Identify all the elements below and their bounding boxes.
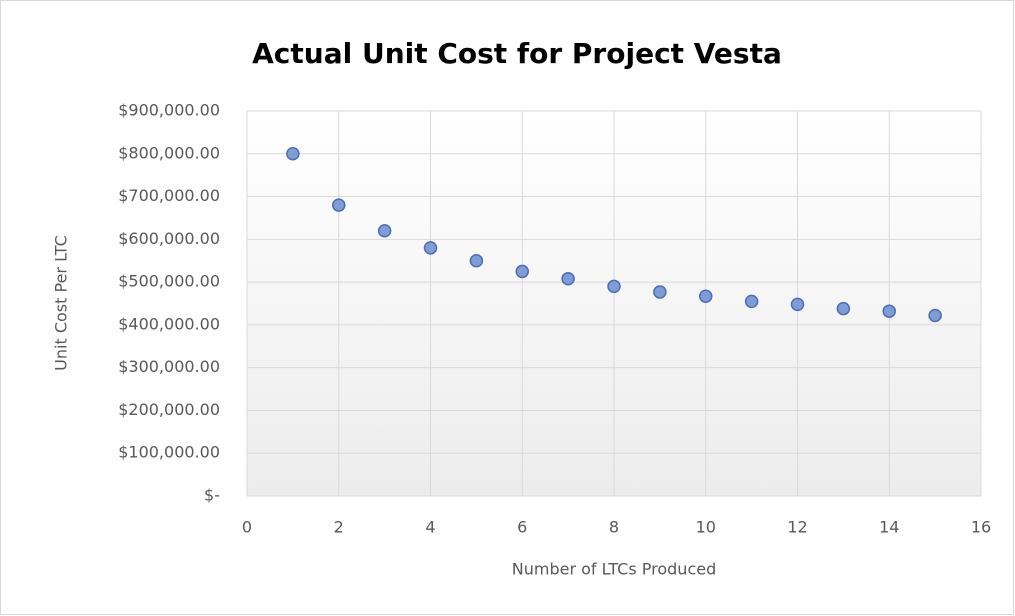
y-tick-label: $600,000.00 <box>118 229 220 248</box>
y-tick-label: $- <box>204 486 220 505</box>
y-tick-label: $100,000.00 <box>118 443 220 462</box>
data-point <box>423 241 438 255</box>
y-axis-title: Unit Cost Per LTC <box>52 235 71 371</box>
data-point <box>699 289 713 303</box>
x-tick-label: 16 <box>971 518 991 537</box>
data-point <box>928 308 942 323</box>
x-tick-label: 4 <box>425 518 435 537</box>
data-point <box>653 285 667 299</box>
data-point <box>790 297 805 312</box>
data-point <box>332 198 346 212</box>
chart-title: Actual Unit Cost for Project Vesta <box>252 37 782 70</box>
data-point <box>515 264 529 279</box>
data-point <box>561 271 575 286</box>
data-point <box>836 301 851 316</box>
x-tick-label: 10 <box>696 518 716 537</box>
x-tick-label: 2 <box>334 518 344 537</box>
data-point <box>744 294 759 309</box>
x-tick-label: 8 <box>609 518 619 537</box>
y-tick-label: $500,000.00 <box>118 272 220 291</box>
data-point <box>469 253 484 268</box>
data-point <box>286 147 300 161</box>
y-tick-label: $800,000.00 <box>118 143 220 162</box>
y-tick-label: $300,000.00 <box>118 357 220 376</box>
y-tick-label: $900,000.00 <box>118 101 220 120</box>
y-tick-label: $400,000.00 <box>118 314 220 333</box>
data-point <box>377 224 392 238</box>
x-tick-label: 14 <box>879 518 899 537</box>
x-tick-label: 0 <box>242 518 252 537</box>
x-tick-label: 6 <box>517 518 527 537</box>
x-tick-label: 12 <box>787 518 807 537</box>
data-point <box>882 304 896 318</box>
x-axis-title: Number of LTCs Produced <box>512 560 716 579</box>
y-tick-label: $200,000.00 <box>118 400 220 419</box>
data-point <box>607 279 621 294</box>
y-tick-label: $700,000.00 <box>118 186 220 205</box>
